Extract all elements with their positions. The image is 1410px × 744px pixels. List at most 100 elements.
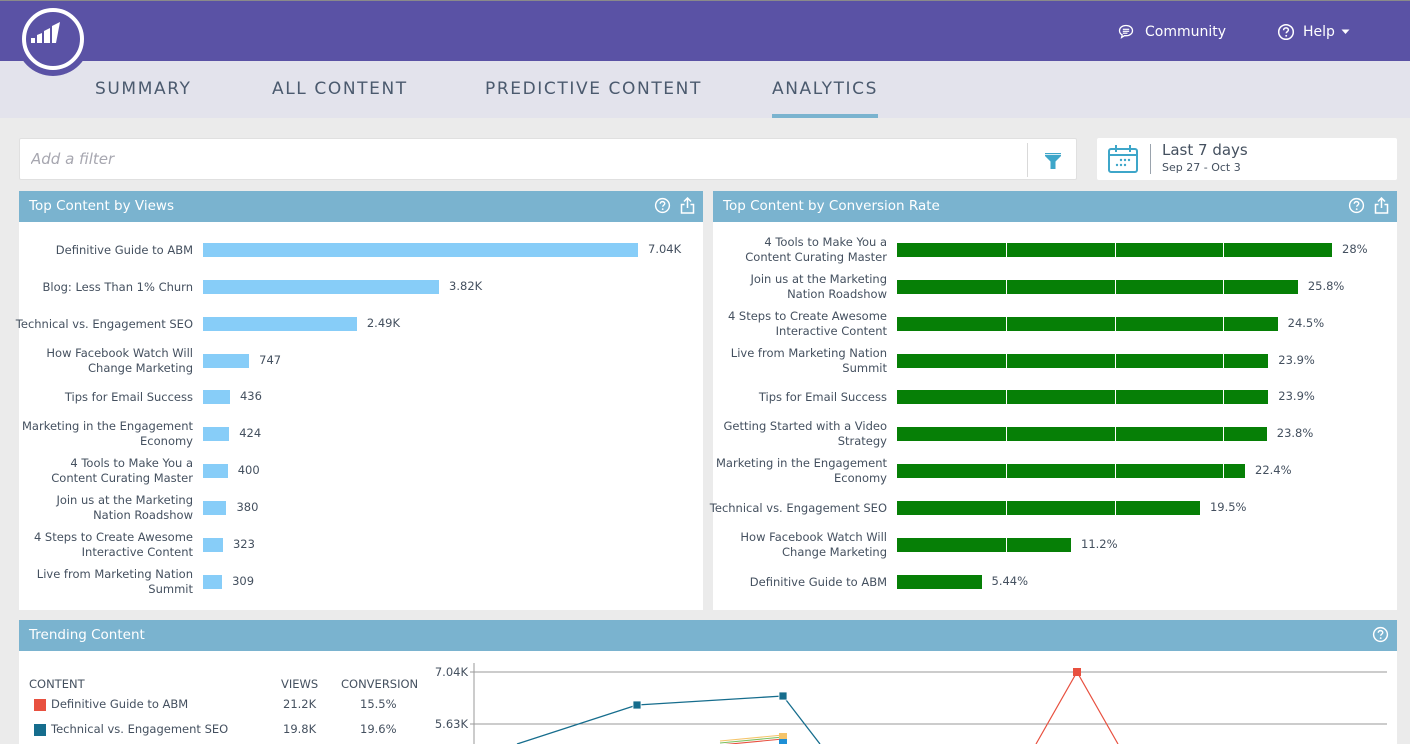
tab-predictive-content[interactable]: PREDICTIVE CONTENT <box>485 79 702 99</box>
bar[interactable] <box>203 317 357 331</box>
bar-value-label: 424 <box>239 426 262 440</box>
bar-label-line: Marketing in the Engagement <box>716 456 887 470</box>
export-icon[interactable] <box>1374 196 1389 218</box>
section-tabs: SUMMARY ALL CONTENT PREDICTIVE CONTENT A… <box>0 61 1410 118</box>
bar[interactable] <box>897 464 1245 478</box>
bar-label: Technical vs. Engagement SEO <box>13 317 193 332</box>
gridline <box>1005 317 1007 331</box>
trending-content-panel: Trending Content <box>19 620 1397 744</box>
bar[interactable] <box>203 427 230 441</box>
help-circle-icon[interactable] <box>654 197 671 218</box>
bar-value-label: 22.4% <box>1255 463 1292 477</box>
column-header-views[interactable]: VIEWS <box>281 677 319 691</box>
bar-label: 4 Tools to Make You a Content Curating Ma… <box>13 456 193 486</box>
data-point[interactable] <box>632 700 642 710</box>
gridline <box>1114 390 1116 404</box>
bar-label-line: Nation Roadshow <box>787 287 887 301</box>
row-content-name: Technical vs. Engagement SEO <box>51 722 229 736</box>
bar[interactable] <box>897 575 982 589</box>
bar-value-label: 28% <box>1342 242 1368 256</box>
panel-title: Top Content by Conversion Rate <box>723 198 940 214</box>
bar[interactable] <box>203 354 250 368</box>
gridline <box>1223 354 1225 368</box>
bar-label-line: Join us at the Marketing <box>56 493 193 507</box>
gridline <box>1005 464 1007 478</box>
bar-label-line: Definitive Guide to ABM <box>55 242 193 257</box>
column-header-conversion[interactable]: CONVERSION <box>341 677 419 691</box>
gridline <box>1223 390 1225 404</box>
bar-value-label: 7.04K <box>648 242 682 256</box>
help-circle-icon[interactable] <box>1348 197 1365 218</box>
marketo-logo[interactable] <box>16 2 90 76</box>
gridline <box>1005 243 1007 257</box>
export-icon[interactable] <box>680 196 695 218</box>
bar-value-label: 11.2% <box>1081 537 1118 551</box>
bar-label-line: Join us at the Marketing <box>750 272 887 286</box>
bar[interactable] <box>897 354 1269 368</box>
bar-label: Live from Marketing Nation Summit <box>13 567 193 597</box>
bar[interactable] <box>203 243 638 257</box>
bar-value-label: 309 <box>232 574 255 588</box>
bar-value-label: 5.44% <box>991 574 1029 588</box>
filter-button[interactable] <box>1040 147 1066 173</box>
bar[interactable] <box>897 317 1278 331</box>
bar-label-line: How Facebook Watch Will <box>740 530 887 544</box>
bar[interactable] <box>897 280 1298 294</box>
bar[interactable] <box>897 390 1269 404</box>
data-point[interactable] <box>778 691 788 701</box>
bar-label-line: Definitive Guide to ABM <box>749 574 887 589</box>
data-point[interactable] <box>779 739 787 744</box>
bar-value-label: 24.5% <box>1287 316 1325 330</box>
gridline <box>1005 427 1007 441</box>
bar-label-line: How Facebook Watch Will <box>46 346 193 360</box>
column-header-content[interactable]: CONTENT <box>29 677 85 691</box>
community-link[interactable]: Community <box>1117 23 1226 41</box>
bar[interactable] <box>897 427 1267 441</box>
gridline <box>1005 501 1007 515</box>
gridline <box>1114 464 1116 478</box>
legend-swatch <box>34 724 46 736</box>
gridline <box>1223 280 1225 294</box>
tab-all-content[interactable]: ALL CONTENT <box>272 79 408 99</box>
bar-value-label: 19.5% <box>1209 500 1247 514</box>
panel-title: Top Content by Views <box>29 198 174 214</box>
date-range-picker[interactable]: Last 7 days Sep 27 - Oct 3 <box>1097 138 1397 180</box>
bar[interactable] <box>203 538 223 552</box>
tab-summary[interactable]: SUMMARY <box>95 79 192 99</box>
bar-label-line: Strategy <box>837 434 887 448</box>
legend-swatch <box>34 699 46 711</box>
community-label: Community <box>1145 24 1227 40</box>
bar-label: Join us at the Marketing Nation Roadshow <box>707 272 887 302</box>
top-content-by-views-panel: Top Content by Views Definitive Guide to… <box>16 191 703 610</box>
bar-label-line: 4 Steps to Create Awesome <box>33 530 193 544</box>
help-circle-icon[interactable] <box>1372 626 1389 647</box>
bar[interactable] <box>897 501 1200 515</box>
help-circle-icon <box>1277 23 1295 41</box>
caret-down-icon <box>1341 29 1350 35</box>
bar-label: Tips for Email Success <box>13 390 193 405</box>
bar[interactable] <box>203 390 230 404</box>
filter-input[interactable] <box>20 139 1026 179</box>
gridline <box>1114 354 1116 368</box>
panel-header: Trending Content <box>19 620 1397 651</box>
data-point[interactable] <box>779 733 787 740</box>
bar-value-label: 436 <box>239 389 262 403</box>
bar-label-line: Economy <box>834 471 887 485</box>
series-line <box>1035 670 1119 744</box>
gridline <box>1114 317 1116 331</box>
help-menu[interactable]: Help <box>1277 23 1350 41</box>
data-point[interactable] <box>1073 668 1081 676</box>
series-line <box>719 736 784 744</box>
bar[interactable] <box>203 464 228 478</box>
bar[interactable] <box>203 280 440 294</box>
tab-analytics[interactable]: ANALYTICS <box>772 79 879 118</box>
gridline <box>1114 427 1116 441</box>
panel-header: Top Content by Views <box>19 191 703 222</box>
bar[interactable] <box>897 538 1071 552</box>
bar-label-line: Technical vs. Engagement SEO <box>15 316 193 331</box>
bar[interactable] <box>203 575 223 589</box>
gridline <box>1114 243 1116 257</box>
row-views: 21.2K <box>283 697 317 711</box>
bar-label-line: 4 Tools to Make You a <box>70 456 193 470</box>
bar[interactable] <box>203 501 227 515</box>
